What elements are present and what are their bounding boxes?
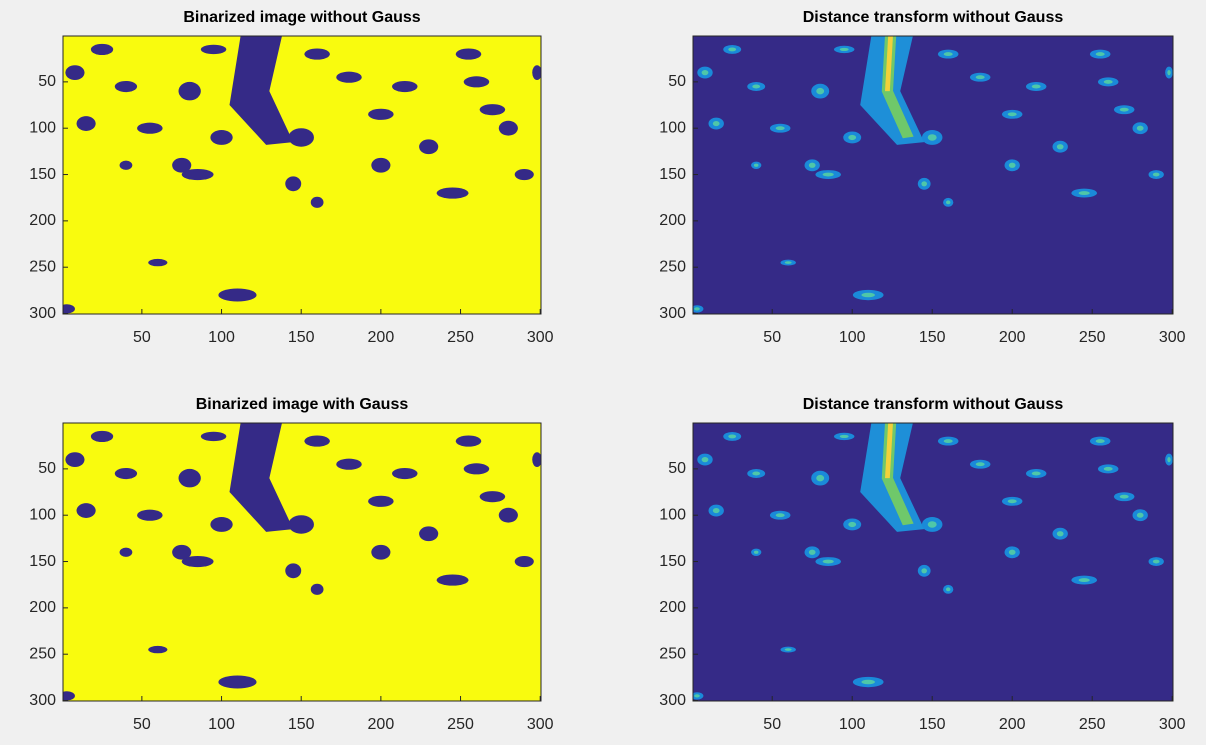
x-tick-label: 50 bbox=[133, 329, 151, 346]
y-tick-label: 100 bbox=[659, 506, 686, 523]
x-tick-label: 300 bbox=[527, 329, 554, 346]
y-tick-label: 150 bbox=[29, 553, 56, 570]
subplot-title: Binarized image with Gauss bbox=[196, 396, 409, 413]
x-tick-label: 150 bbox=[919, 716, 946, 733]
y-tick-label: 50 bbox=[38, 73, 56, 90]
image bbox=[59, 423, 542, 701]
y-tick-label: 100 bbox=[659, 119, 686, 136]
x-tick-label: 250 bbox=[447, 329, 474, 346]
y-tick-label: 250 bbox=[29, 645, 56, 662]
x-tick-label: 300 bbox=[1159, 329, 1186, 346]
x-tick-label: 200 bbox=[368, 716, 395, 733]
y-tick-label: 250 bbox=[659, 258, 686, 275]
y-tick-label: 200 bbox=[29, 212, 56, 229]
y-tick-label: 150 bbox=[29, 166, 56, 183]
x-tick-label: 100 bbox=[839, 716, 866, 733]
y-tick-label: 150 bbox=[659, 553, 686, 570]
page: Binarized image without Gauss 50 100 150 200… bbox=[0, 0, 1206, 745]
subplot-title: Distance transform without Gauss bbox=[803, 9, 1064, 26]
x-tick-label: 150 bbox=[919, 329, 946, 346]
subplot-title: Binarized image without Gauss bbox=[183, 9, 420, 26]
x-tick-label: 50 bbox=[133, 716, 151, 733]
y-tick-label: 50 bbox=[668, 460, 686, 477]
x-tick-label: 150 bbox=[288, 716, 315, 733]
y-tick-label: 300 bbox=[659, 692, 686, 709]
x-tick-label: 200 bbox=[999, 329, 1026, 346]
x-tick-label: 250 bbox=[1079, 329, 1106, 346]
image bbox=[59, 36, 542, 314]
y-tick-label: 50 bbox=[668, 73, 686, 90]
y-tick-label: 200 bbox=[659, 212, 686, 229]
image bbox=[691, 423, 1173, 701]
y-tick-label: 150 bbox=[659, 166, 686, 183]
x-tick-label: 250 bbox=[1079, 716, 1106, 733]
x-tick-label: 300 bbox=[1159, 716, 1186, 733]
y-tick-label: 200 bbox=[659, 599, 686, 616]
y-tick-label: 250 bbox=[29, 258, 56, 275]
image bbox=[691, 36, 1173, 314]
y-tick-label: 300 bbox=[29, 305, 56, 322]
y-tick-label: 300 bbox=[29, 692, 56, 709]
y-tick-label: 100 bbox=[29, 506, 56, 523]
x-tick-label: 300 bbox=[527, 716, 554, 733]
subplot-title: Distance transform without Gauss bbox=[803, 396, 1064, 413]
x-tick-label: 150 bbox=[288, 329, 315, 346]
x-tick-label: 50 bbox=[763, 716, 781, 733]
x-tick-label: 100 bbox=[208, 716, 235, 733]
figure: Binarized image without Gauss 50 100 150 200… bbox=[0, 0, 1206, 745]
x-tick-label: 200 bbox=[368, 329, 395, 346]
x-tick-label: 50 bbox=[763, 329, 781, 346]
y-tick-label: 300 bbox=[659, 305, 686, 322]
x-tick-label: 100 bbox=[208, 329, 235, 346]
y-tick-label: 100 bbox=[29, 119, 56, 136]
x-tick-label: 250 bbox=[447, 716, 474, 733]
x-tick-label: 100 bbox=[839, 329, 866, 346]
y-tick-label: 250 bbox=[659, 645, 686, 662]
y-tick-label: 50 bbox=[38, 460, 56, 477]
x-tick-label: 200 bbox=[999, 716, 1026, 733]
y-tick-label: 200 bbox=[29, 599, 56, 616]
